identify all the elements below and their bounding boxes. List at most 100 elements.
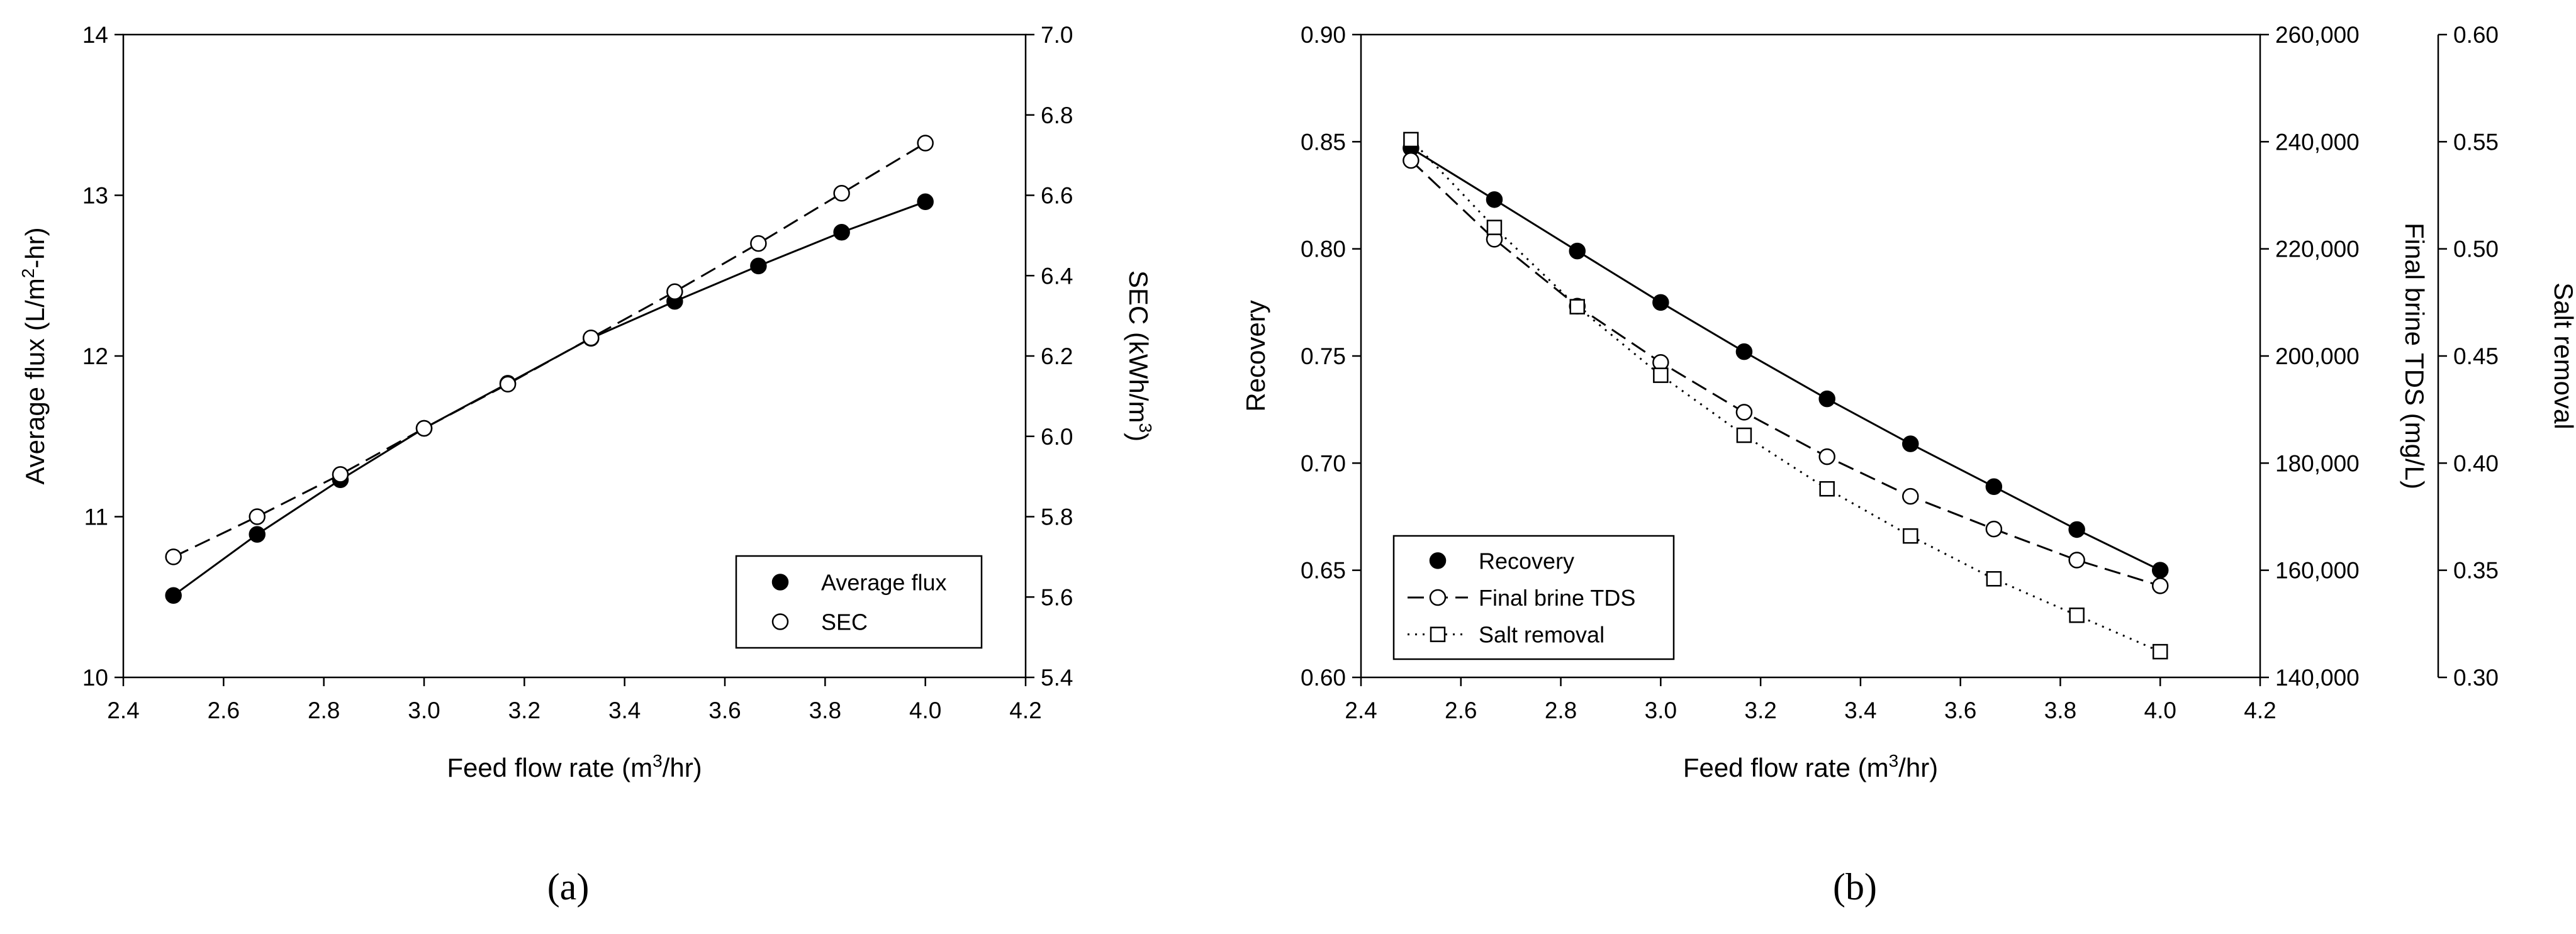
y-tick-label: 260,000 [2275,22,2360,48]
y-tick-label: 0.50 [2453,236,2499,262]
data-point [750,235,767,252]
secondary-y-axis-label: SEC (kWh/m3) [1124,270,1155,442]
data-point [2068,552,2085,569]
y-tick-label: 6.8 [1041,103,1073,128]
y-tick-label: 0.45 [2453,343,2499,369]
x-tick-label: 3.4 [1844,698,1876,723]
y-tick-label: 0.35 [2453,558,2499,584]
data-point [2069,607,2085,623]
data-point [2068,521,2085,538]
data-point [165,548,182,565]
y-tick-label: 0.90 [1301,22,1346,48]
data-point [583,330,600,347]
legend-box [735,555,983,649]
x-tick-label: 2.4 [1345,698,1377,723]
legend: Average flux SEC [735,555,983,649]
secondary-y-axis-label: Final brine TDS (mg/L) [2400,223,2429,489]
y-tick-label: 140,000 [2275,665,2360,691]
legend-label: Final brine TDS [1479,585,1635,611]
legend-marker [1429,589,1447,606]
y-tick-label: 6.4 [1041,263,1073,289]
data-point [1902,487,1919,505]
x-tick-label: 2.6 [208,698,240,723]
y-tick-label: 0.40 [2453,450,2499,476]
y-tick-label: 14 [82,22,108,48]
x-tick-label: 3.0 [1645,698,1677,723]
y-tick-label: 0.60 [1301,665,1346,691]
data-point [1818,448,1835,465]
y-tick-label: 12 [82,343,108,369]
data-point [2151,577,2169,594]
data-point [2151,562,2169,579]
y-tick-label: 0.80 [1301,236,1346,262]
data-point [750,257,767,275]
y-tick-label: 6.0 [1041,424,1073,450]
y-tick-label: 0.65 [1301,558,1346,584]
x-tick-label: 4.2 [1009,698,1041,723]
legend-label: Salt removal [1479,622,1604,648]
data-point [1403,131,1419,148]
x-tick-label: 4.2 [2244,698,2276,723]
x-tick-label: 3.6 [708,698,741,723]
x-tick-label: 3.8 [2044,698,2076,723]
data-point [1903,528,1918,544]
legend-marker [771,574,789,591]
chart-panel-b: 2.4 2.6 2.8 3.0 3.2 3.4 3.6 3.8 4.0 4.2 Feed flow … [1241,22,2576,908]
x-tick-label: 3.2 [1744,698,1776,723]
y-tick-label: 6.2 [1041,343,1073,369]
data-point [2152,643,2168,660]
data-point [1403,152,1420,169]
legend-marker [1429,552,1447,569]
y-axis-label: Recovery [1241,300,1270,411]
data-point [332,466,349,483]
y-tick-label: 0.85 [1301,129,1346,155]
y-tick-label: 220,000 [2275,236,2360,262]
data-point [1818,390,1835,408]
y-tick-label: 0.30 [2453,665,2499,691]
data-point [415,420,433,437]
y-tick-label: 5.4 [1041,665,1073,691]
x-tick-label: 3.2 [508,698,540,723]
series-line-recovery [1410,147,2161,572]
data-point [1486,220,1503,235]
x-tick-label: 3.6 [1944,698,1976,723]
y-tick-label: 200,000 [2275,343,2360,369]
y-tick-label: 0.75 [1301,343,1346,369]
series-line-final-brine-tds [1410,160,2161,587]
data-point [666,283,683,301]
data-point [249,526,266,543]
data-point [1986,571,2002,587]
data-point [249,508,266,525]
series-line-average-flux [172,201,926,596]
data-point [917,135,934,152]
legend-label: Recovery [1479,548,1574,574]
x-tick-label: 4.0 [2144,698,2176,723]
x-axis-label: Feed flow rate (m3/hr) [447,751,702,782]
data-point [1652,294,1669,311]
data-point [1819,481,1835,497]
data-point [1735,343,1753,360]
legend-label: Average flux [821,570,946,596]
x-tick-label: 2.8 [308,698,340,723]
data-point [499,375,517,392]
y-tick-label: 240,000 [2275,129,2360,155]
x-tick-label: 2.4 [107,698,139,723]
legend-marker [1430,626,1446,642]
chart-panel-a: 2.4 2.6 2.8 3.0 3.2 3.4 3.6 3.8 4.0 4.2 Feed flow … [18,22,1155,908]
data-point [1902,435,1919,452]
data-point [833,224,850,241]
x-tick-label: 2.8 [1545,698,1577,723]
y-tick-label: 0.60 [2453,22,2499,48]
panel-label: (a) [547,866,590,908]
y-tick-label: 7.0 [1041,22,1073,48]
y-tick-label: 5.8 [1041,504,1073,530]
y-tick-label: 0.70 [1301,450,1346,476]
series-line-sec [173,142,926,558]
x-tick-label: 3.4 [608,698,641,723]
data-point [165,587,182,604]
x-tick-label: 2.6 [1445,698,1477,723]
data-point [1569,242,1586,260]
x-axis-label: Feed flow rate (m3/hr) [1683,751,1938,782]
